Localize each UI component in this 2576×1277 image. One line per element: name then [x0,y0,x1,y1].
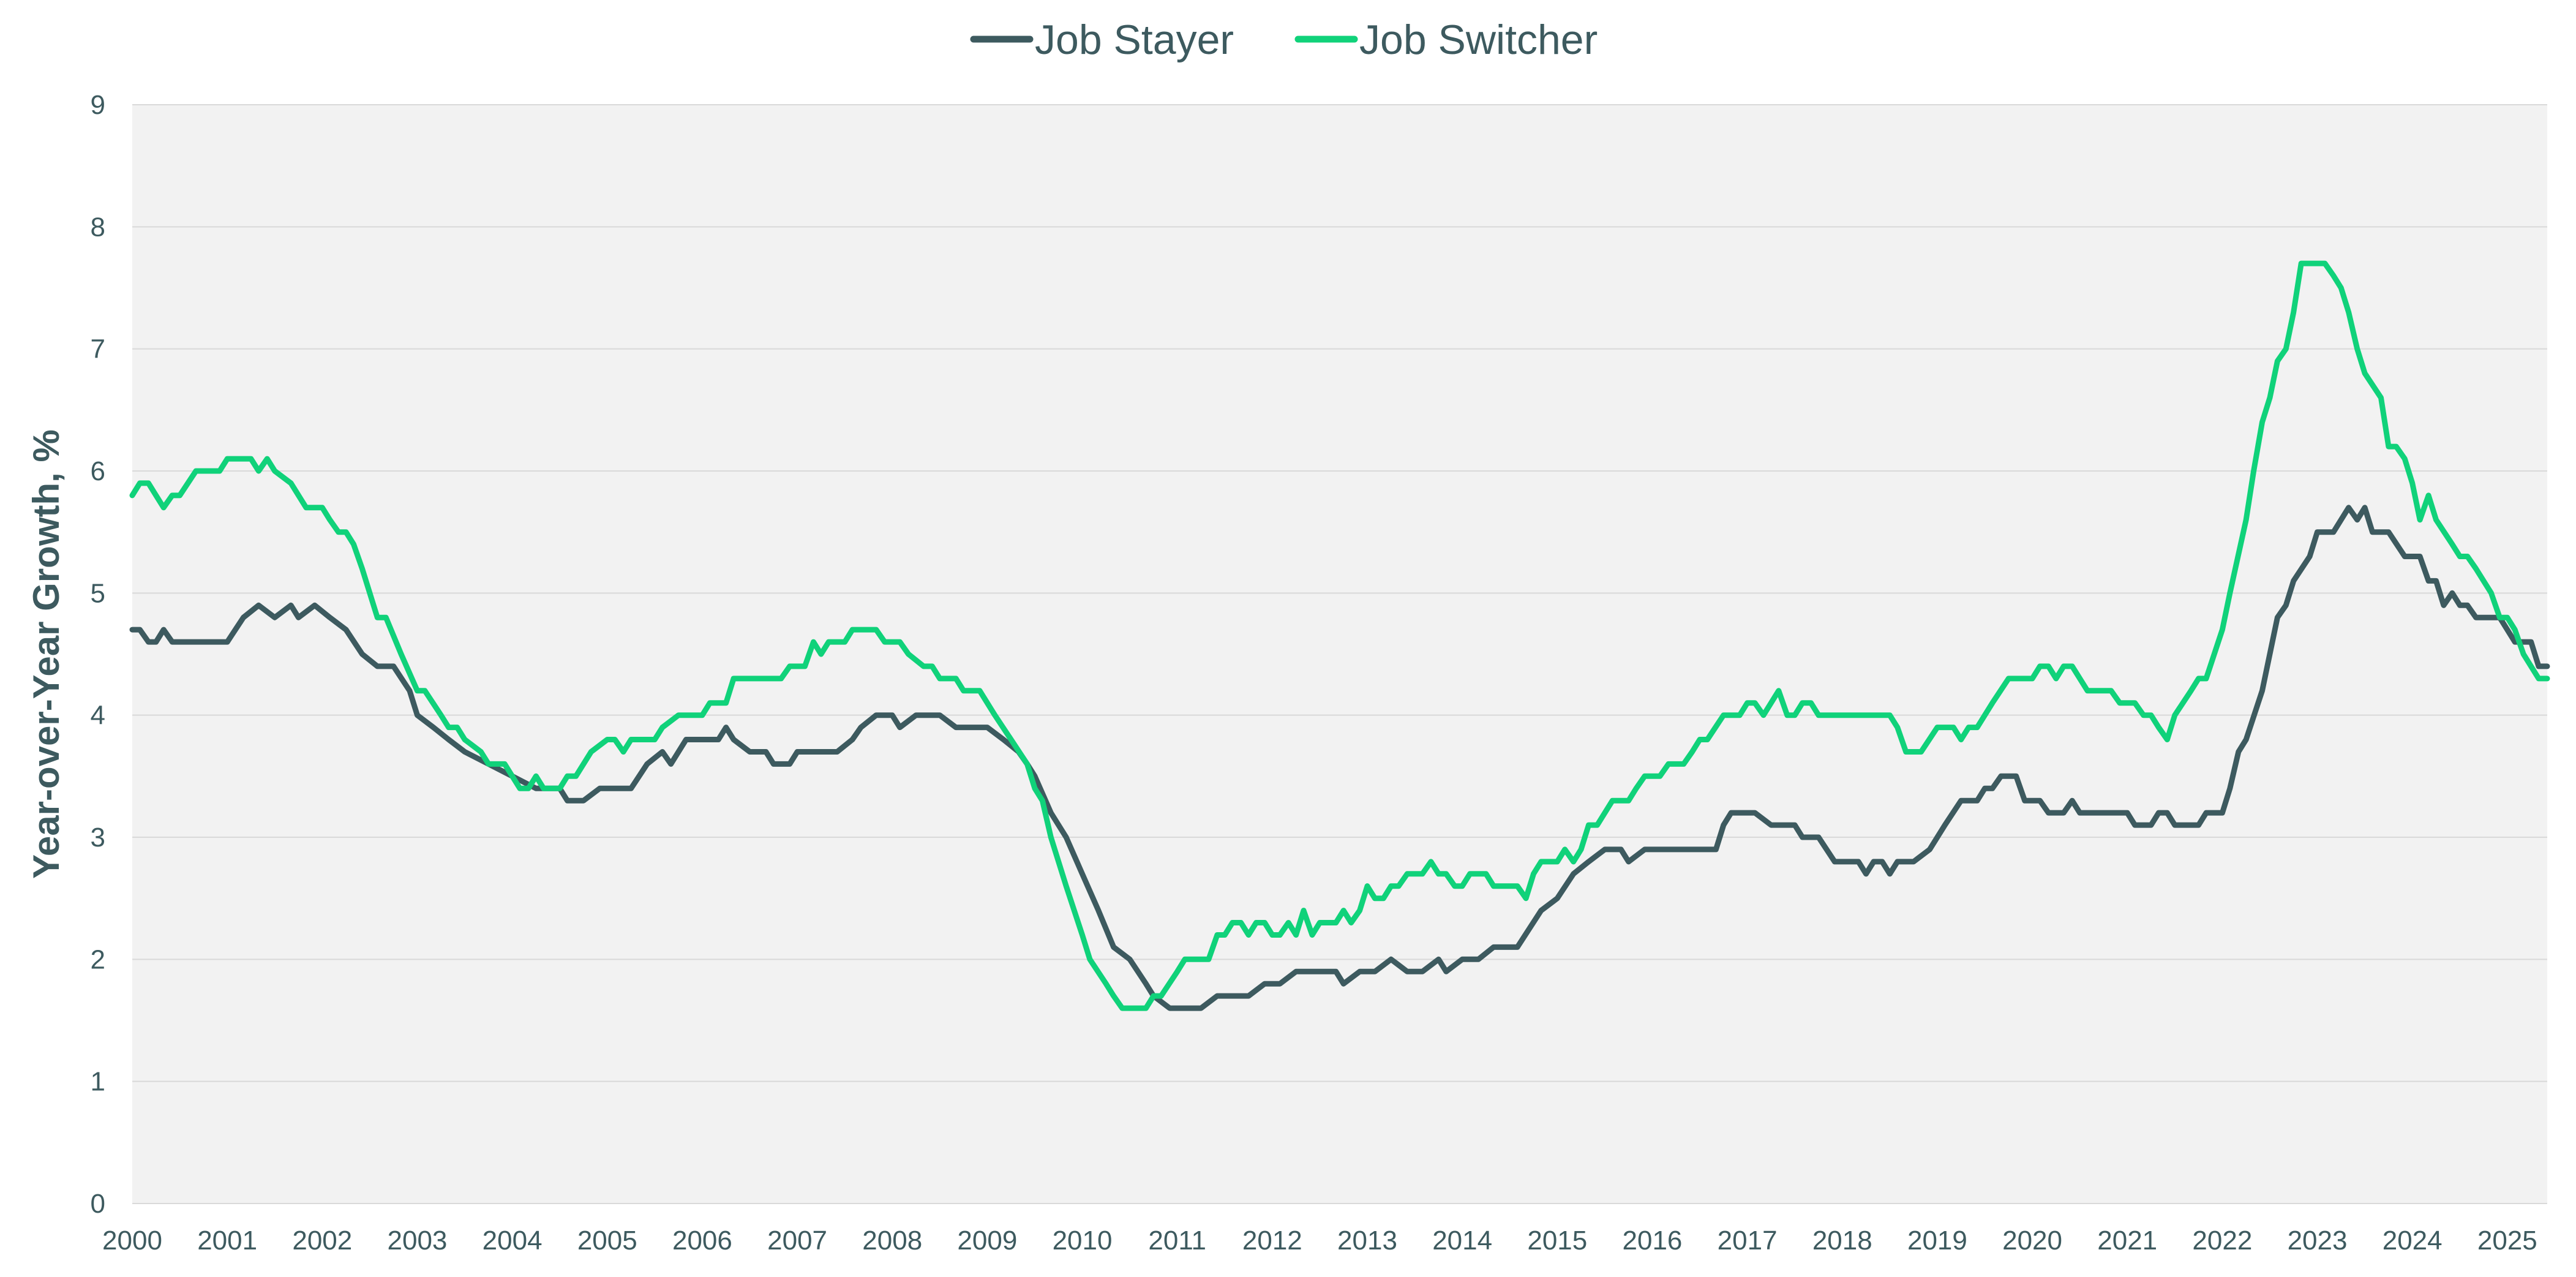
y-tick-label: 1 [91,1067,105,1097]
x-tick-label: 2023 [2288,1226,2348,1256]
y-tick-label: 0 [91,1189,105,1219]
x-tick-label: 2021 [2097,1226,2157,1256]
x-tick-label: 2010 [1053,1226,1113,1256]
x-tick-label: 2022 [2192,1226,2252,1256]
series-lines [129,260,2550,1011]
y-tick-label: 8 [91,212,105,242]
x-tick-label: 2025 [2477,1226,2537,1256]
x-tick-label: 2012 [1242,1226,1302,1256]
legend-label-job-stayer: Job Stayer [1035,17,1234,63]
x-tick-label: 2019 [1907,1226,1967,1256]
x-tick-label: 2018 [1812,1226,1872,1256]
x-tick-label: 2020 [2002,1226,2062,1256]
y-tick-label: 6 [91,456,105,486]
legend: Job Stayer Job Switcher [970,17,1598,63]
legend-item-job-stayer: Job Stayer [970,17,1234,63]
y-tick-label: 7 [91,334,105,364]
x-tick-label: 2003 [388,1226,448,1256]
x-tick-label: 2016 [1623,1226,1683,1256]
gridlines [132,104,2547,1204]
x-tick-label: 2007 [767,1226,827,1256]
x-tick-label: 2009 [957,1226,1017,1256]
x-tick-label: 2013 [1337,1226,1397,1256]
x-tick-label: 2017 [1718,1226,1778,1256]
y-tick-label: 2 [91,944,105,974]
x-tick-label: 2000 [102,1226,162,1256]
x-tick-label: 2014 [1432,1226,1492,1256]
y-tick-label: 4 [91,701,105,731]
x-tick-label: 2008 [862,1226,922,1256]
x-tick-label: 2006 [672,1226,732,1256]
x-tick-label: 2001 [197,1226,257,1256]
series-line-job-switcher [129,260,2550,1011]
x-axis-ticks: 2000 2001 2002 2003 2004 2005 2006 2007 2008 2009… [102,1226,2537,1256]
x-tick-label: 2004 [483,1226,543,1256]
x-tick-label: 2005 [577,1226,637,1256]
legend-label-job-switcher: Job Switcher [1359,17,1598,63]
x-tick-label: 2024 [2383,1226,2443,1256]
plot-background [132,105,2547,1204]
y-tick-label: 9 [91,90,105,120]
x-tick-label: 2002 [292,1226,352,1256]
x-tick-label: 2015 [1527,1226,1587,1256]
y-tick-label: 5 [91,578,105,608]
y-axis-title: Year-over-Year Growth, % [26,429,67,879]
y-tick-label: 3 [91,823,105,853]
x-tick-label: 2011 [1148,1226,1206,1256]
legend-item-job-switcher: Job Switcher [1294,17,1598,63]
y-axis-ticks: 0 1 2 3 4 5 6 7 8 9 [91,90,105,1219]
